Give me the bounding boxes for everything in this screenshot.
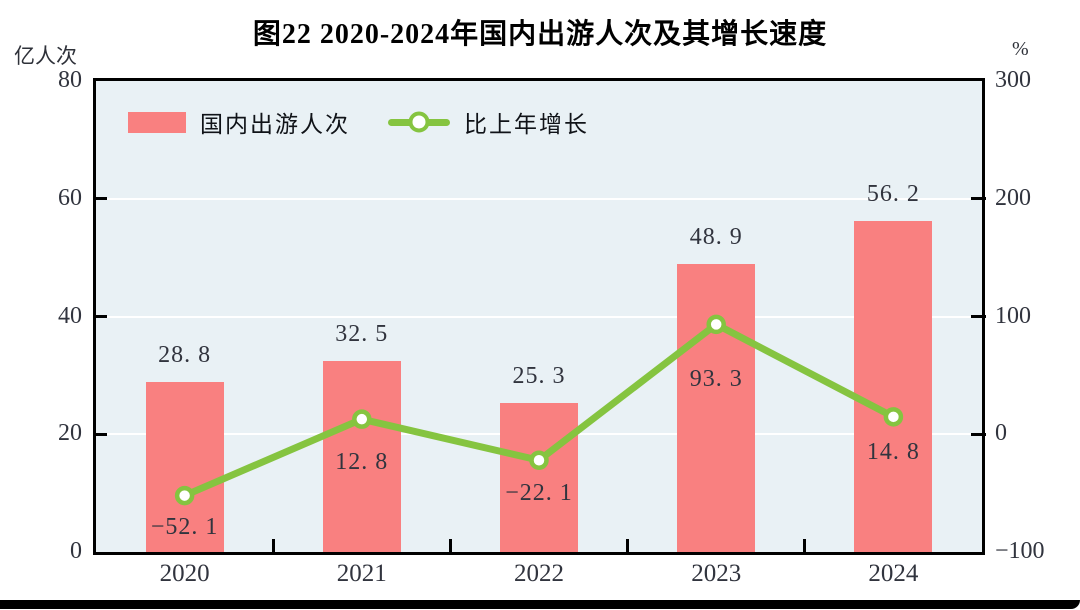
x-axis-boundary-tick-1 [271, 539, 275, 552]
growth-value-2021: 12. 8 [335, 449, 389, 476]
growth-marker-2022 [529, 450, 549, 471]
x-axis-label-2021: 2021 [336, 560, 387, 587]
growth-value-2023: 93. 3 [689, 366, 743, 393]
left-axis-tick-label-60: 60 [58, 184, 82, 211]
legend-bar-swatch [128, 111, 186, 133]
growth-marker-2024 [883, 407, 904, 427]
bar-value-2024: 56. 2 [866, 181, 920, 208]
growth-line-layer [174, 314, 904, 506]
page-bottom-border [0, 600, 1080, 609]
growth-marker-2023 [706, 314, 726, 335]
growth-marker-2021 [352, 409, 372, 429]
right-axis-tick-20 [971, 432, 986, 436]
bar-value-2022: 25. 3 [512, 363, 566, 390]
left-axis-tick-40 [96, 315, 107, 318]
plot-area: 国内出游人次 比上年增长 28. 8 32. 5 25. 3 48. 9 56. 2 −5… [93, 78, 986, 555]
bar-2020 [145, 382, 224, 552]
gridline-40 [96, 315, 982, 318]
legend-line-series-label: 比上年增长 [464, 112, 589, 137]
right-axis-tick-label-200: 200 [995, 184, 1031, 211]
bar-2021 [322, 360, 401, 552]
bar-2024 [854, 221, 933, 552]
legend-bar-series-label: 国内出游人次 [200, 112, 350, 137]
bar-value-2023: 48. 9 [689, 224, 743, 251]
bar-2022 [500, 403, 578, 552]
growth-value-2024: 14. 8 [866, 438, 920, 465]
legend-line-marker-icon [408, 111, 430, 133]
left-axis-unit-label: 亿人次 [14, 44, 77, 68]
bar-value-2021: 32. 5 [335, 320, 389, 347]
growth-value-2022: −22. 1 [505, 480, 573, 507]
left-axis-tick-label-0: 0 [70, 538, 82, 564]
x-axis-label-2023: 2023 [691, 560, 742, 587]
gridline-60 [96, 197, 982, 200]
x-axis-label-2024: 2024 [868, 560, 919, 587]
x-axis-label-2022: 2022 [514, 560, 564, 587]
left-axis-tick-60 [96, 197, 107, 201]
legend: 国内出游人次 比上年增长 [128, 105, 589, 139]
x-axis-boundary-tick-2 [448, 539, 452, 552]
chart-title: 图22 2020-2024年国内出游人次及其增长速度 [252, 19, 828, 50]
right-axis-tick-label-0: 0 [995, 420, 1007, 447]
left-axis-tick-20 [96, 432, 107, 436]
left-axis-tick-label-40: 40 [58, 302, 82, 329]
left-axis-tick-label-80: 80 [58, 67, 82, 93]
bar-value-2020: 28. 8 [158, 342, 212, 369]
right-axis-tick-label--100: −100 [995, 538, 1045, 564]
legend-line-swatch [388, 111, 450, 133]
right-axis-tick-60 [971, 197, 986, 201]
right-axis-tick-label-100: 100 [995, 302, 1031, 329]
growth-marker-2020 [174, 485, 195, 506]
right-axis-tick-label-300: 300 [995, 67, 1031, 93]
growth-value-2020: −52. 1 [150, 513, 219, 540]
right-axis-tick-40 [971, 315, 986, 318]
bar-2023 [677, 264, 756, 552]
x-axis-label-2020: 2020 [159, 560, 210, 587]
x-axis-boundary-tick-4 [803, 539, 807, 552]
left-axis-tick-label-20: 20 [58, 420, 82, 447]
right-axis-unit-label: % [1012, 38, 1029, 60]
x-axis-boundary-tick-3 [626, 539, 630, 552]
